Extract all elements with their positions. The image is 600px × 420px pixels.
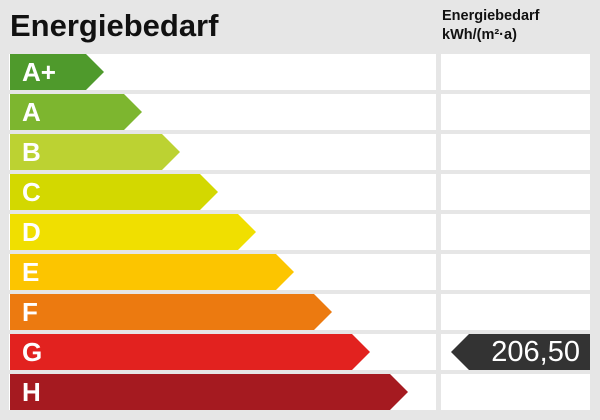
page-title: Energiebedarf [10, 8, 219, 43]
class-arrow-a: A [10, 94, 142, 130]
value-cell [441, 54, 590, 90]
value-cell [441, 254, 590, 290]
value-cell [441, 214, 590, 250]
class-arrow-d: D [10, 214, 256, 250]
class-label: B [22, 137, 41, 167]
value-marker: 206,50 [451, 334, 590, 370]
class-label: F [22, 297, 38, 327]
value-cell [441, 294, 590, 330]
class-label: E [22, 257, 40, 287]
column-header-title: Energiebedarf [442, 8, 540, 24]
class-label: G [22, 337, 43, 367]
class-label: H [22, 377, 41, 407]
value-text: 206,50 [491, 336, 580, 368]
value-cell [441, 374, 590, 410]
class-arrow-e: E [10, 254, 294, 290]
class-label: C [22, 177, 41, 207]
class-arrow-g: G [10, 334, 370, 370]
column-header: Energiebedarf kWh/(m²·a) [442, 7, 540, 45]
class-label: D [22, 217, 41, 247]
class-label: A+ [22, 57, 56, 87]
value-cell [441, 94, 590, 130]
class-arrow-c: C [10, 174, 218, 210]
class-arrow-f: F [10, 294, 332, 330]
value-cell [441, 174, 590, 210]
class-arrow-aplus: A+ [10, 54, 104, 90]
column-header-unit: kWh/(m²·a) [442, 27, 517, 43]
class-arrow-b: B [10, 134, 180, 170]
value-cell [441, 134, 590, 170]
class-arrow-h: H [10, 374, 408, 410]
class-label: A [22, 97, 41, 127]
